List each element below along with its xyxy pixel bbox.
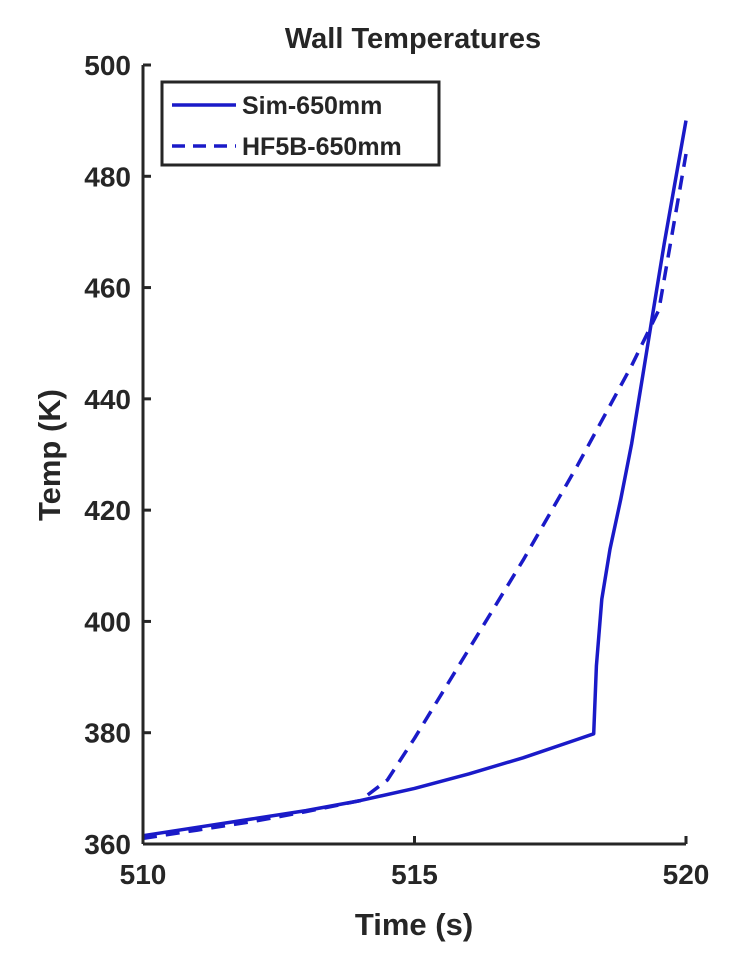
- y-tick-label: 360: [84, 829, 131, 860]
- x-axis-label: Time (s): [355, 907, 473, 942]
- x-tick-group: 510 515 520: [120, 836, 710, 890]
- y-tick-label: 460: [84, 273, 131, 304]
- series-line-sim-650mm: [142, 120, 688, 838]
- legend-label-sim-650mm: Sim-650mm: [242, 92, 382, 120]
- y-tick-label: 440: [84, 384, 131, 415]
- x-tick-label: 510: [120, 859, 167, 890]
- y-tick-label: 380: [84, 718, 131, 749]
- x-tick-label: 515: [391, 859, 438, 890]
- legend-box: [160, 80, 441, 167]
- series-line-hf5b-650mm: [142, 153, 688, 841]
- y-axis-label: Temp (K): [32, 389, 67, 521]
- y-tick-label: 400: [84, 606, 131, 637]
- y-tick-group: 360 380 400 420 440 460 480 500: [84, 50, 151, 860]
- x-tick-label: 520: [663, 859, 710, 890]
- legend: Sim-650mm HF5B-650mm: [160, 80, 441, 167]
- y-tick-label: 500: [84, 50, 131, 81]
- legend-label-hf5b-650mm: HF5B-650mm: [242, 133, 402, 161]
- y-tick-label: 420: [84, 495, 131, 526]
- plot-area: 510 515 520 360 380 400 420 440 460 480 500: [84, 50, 709, 890]
- y-tick-label: 480: [84, 161, 131, 192]
- series-layer: [142, 120, 688, 841]
- chart-title: Wall Temperatures: [285, 23, 541, 55]
